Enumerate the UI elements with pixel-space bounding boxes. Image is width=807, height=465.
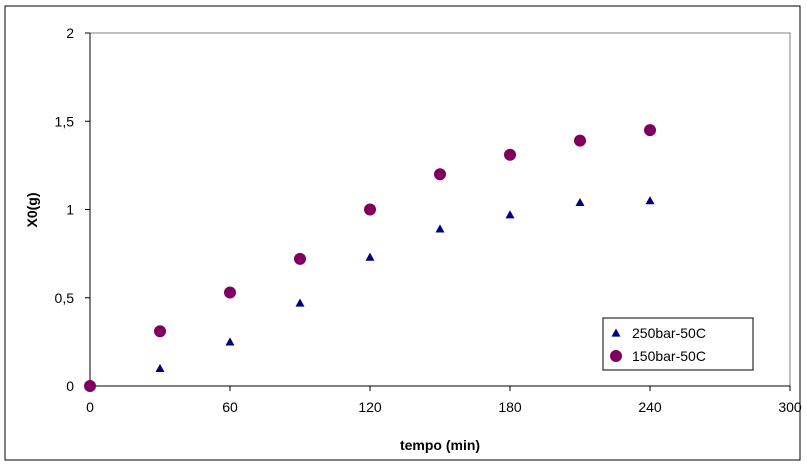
y-tick-label: 0: [66, 378, 74, 394]
y-axis-title: X0(g): [24, 193, 40, 228]
circle-point: [154, 325, 166, 338]
triangle-point: [435, 224, 445, 233]
series-1: [85, 196, 655, 390]
data-marks: [84, 124, 656, 392]
circle-point: [294, 252, 306, 265]
x-tick-label: 0: [86, 399, 94, 415]
legend-label-1: 250bar-50C: [632, 325, 706, 341]
triangle-point: [295, 298, 305, 307]
legend-marker-1: [611, 328, 621, 337]
triangle-point: [575, 197, 585, 207]
legend-label-2: 150bar-50C: [632, 348, 706, 364]
triangle-point: [225, 337, 235, 346]
y-tick-label: 1,5: [55, 113, 75, 129]
triangle-point: [645, 196, 655, 205]
circle-point: [504, 148, 516, 161]
y-tick-label: 0,5: [55, 290, 75, 306]
triangle-point: [505, 210, 515, 219]
x-tick-label: 240: [638, 399, 662, 415]
circle-point: [434, 168, 446, 181]
x-axis-title: tempo (min): [400, 437, 480, 453]
circle-point: [644, 124, 656, 137]
triangle-point: [155, 363, 165, 372]
x-tick-label: 180: [498, 399, 522, 415]
x-tick-label: 60: [222, 399, 238, 415]
series-2: [84, 124, 656, 392]
chart-area-border: [4, 5, 801, 461]
x-axis: 0 60 120 180 240 300: [86, 385, 802, 415]
y-axis: 0 0,5 1 1,5 2: [55, 25, 91, 394]
x-tick-label: 120: [358, 399, 382, 415]
circle-point: [224, 286, 236, 299]
x-tick-label: 300: [778, 399, 802, 415]
legend-marker-2: [610, 350, 622, 362]
circle-point: [364, 203, 376, 216]
y-tick-label: 2: [66, 25, 74, 41]
y-tick-label: 1: [66, 202, 74, 218]
legend: 250bar-50C 150bar-50C: [602, 317, 754, 371]
circle-point: [84, 380, 96, 392]
triangle-point: [365, 252, 375, 261]
circle-point: [574, 134, 586, 147]
legend-box: [602, 317, 754, 371]
